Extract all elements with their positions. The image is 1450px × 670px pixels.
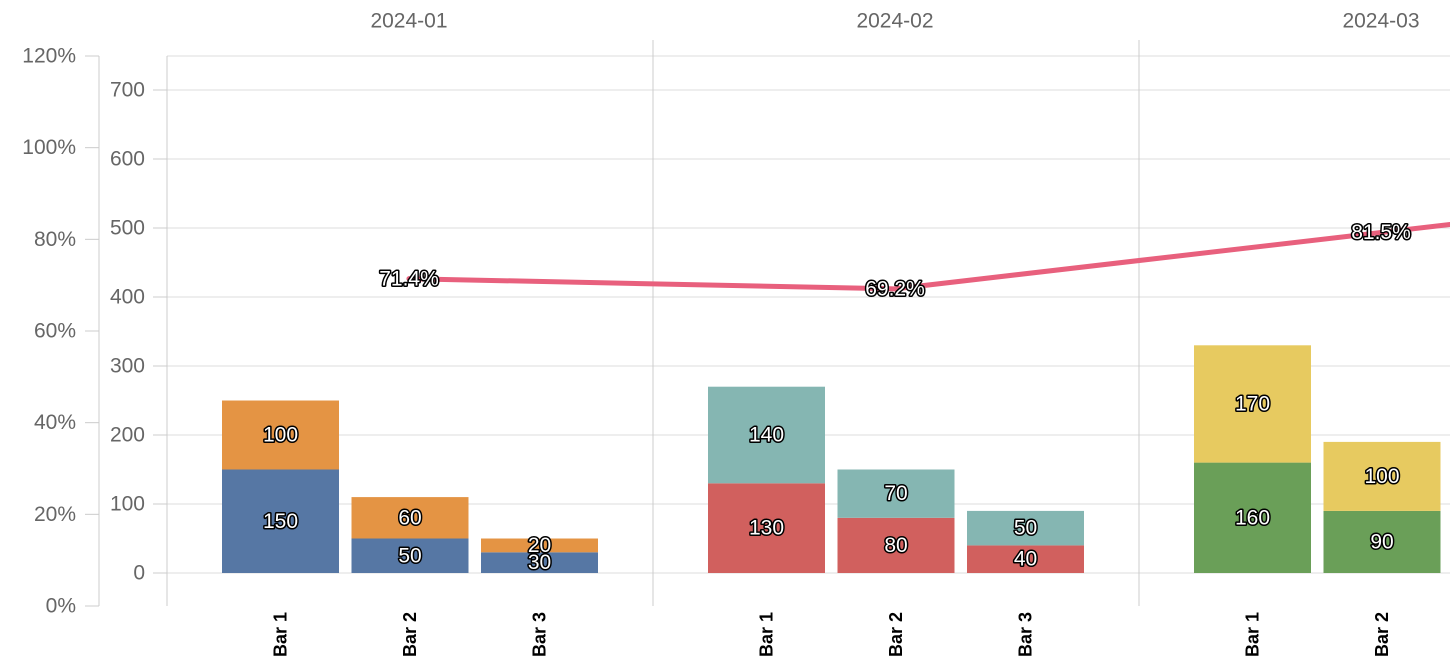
bar-segment-label: 30 (528, 551, 551, 574)
bar-category-label: Bar 2 (886, 612, 906, 657)
bar-category-label: Bar 1 (271, 612, 291, 657)
left-axis-tick-label: 20% (34, 503, 76, 526)
right-axis-tick-label: 300 (110, 355, 145, 378)
bar-category-label: Bar 2 (1372, 612, 1392, 657)
bar-segment (351, 538, 469, 573)
bar-segment (1194, 345, 1311, 463)
bar-segment (481, 538, 598, 553)
bar-segment-label: 90 (1370, 530, 1393, 553)
group-label: 2024-03 (1342, 10, 1419, 33)
group-label: 2024-02 (856, 10, 933, 33)
right-axis-tick-label: 100 (110, 493, 145, 516)
left-axis-tick-label: 80% (34, 228, 76, 251)
line-point-label: 81.5% (1351, 221, 1411, 244)
bar-segment-label: 60 (398, 506, 421, 529)
line-point-label: 71.4% (379, 267, 439, 290)
bar-segment-label: 40 (1014, 548, 1037, 571)
line-point (406, 276, 412, 282)
bar-segment-label: 100 (1364, 465, 1399, 488)
percentage-line (406, 221, 1450, 292)
bar-segment (708, 483, 825, 573)
bar-segment-label: 150 (263, 510, 298, 533)
bars (222, 345, 1441, 573)
bar-segment (967, 545, 1084, 573)
line-point (1378, 229, 1384, 235)
bar-category-label: Bar 3 (1016, 612, 1036, 657)
bar-segment-label: 20 (528, 534, 551, 557)
line-point (892, 286, 898, 292)
bar-segment-label: 130 (749, 517, 784, 540)
right-axis-tick-label: 600 (110, 148, 145, 171)
left-axis-tick-label: 60% (34, 320, 76, 343)
group-label: 2024-01 (370, 10, 447, 33)
bar-segment-label: 100 (263, 424, 298, 447)
bar-segment-label: 50 (398, 544, 421, 567)
bar-category-label: Bar 3 (530, 612, 550, 657)
right-axis-tick-label: 500 (110, 217, 145, 240)
bar-segment (967, 510, 1084, 546)
left-axis-tick-label: 120% (22, 45, 76, 68)
left-axis-tick-label: 40% (34, 411, 76, 434)
right-axis-tick-label: 400 (110, 286, 145, 309)
bar-segment (351, 497, 469, 539)
bar-segment (837, 517, 955, 573)
bar-segment (708, 386, 825, 484)
axes: 0% 20% 40% 60% 80% 100% 120% 0 100 200 300 400 500 60… (22, 10, 1419, 658)
right-axis-tick-label: 0 (133, 562, 145, 585)
bar-segment (1194, 462, 1311, 573)
bar-segment-label: 140 (749, 424, 784, 447)
bar-segment-label: 170 (1235, 392, 1270, 415)
bar-segment-label: 50 (1014, 517, 1037, 540)
bar-segment-label: 160 (1235, 506, 1270, 529)
right-axis-tick-label: 700 (110, 79, 145, 102)
bar-segment (1323, 510, 1441, 573)
left-axis-tick-label: 100% (22, 136, 76, 159)
bar-segment (837, 469, 955, 518)
bar-segment-label: 80 (884, 534, 907, 557)
bar-category-label: Bar 1 (1243, 612, 1263, 657)
right-axis-tick-label: 200 (110, 424, 145, 447)
bar-segment (222, 469, 339, 573)
bar-segment (222, 400, 339, 470)
bar-segment-label: 70 (884, 482, 907, 505)
line-series (406, 221, 1450, 292)
line-point-label: 69.2% (865, 277, 925, 300)
bar-category-label: Bar 1 (757, 612, 777, 657)
bar-category-label: Bar 2 (400, 612, 420, 657)
bar-segment (481, 552, 598, 573)
bar-segment (1323, 441, 1441, 511)
left-axis-tick-label: 0% (46, 595, 76, 618)
